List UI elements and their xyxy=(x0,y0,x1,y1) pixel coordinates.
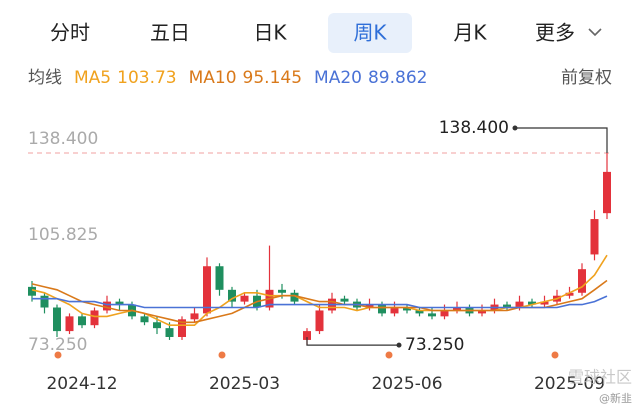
candle-body xyxy=(153,322,161,329)
event-dots xyxy=(54,351,559,359)
candle-body xyxy=(203,266,211,314)
candle-body xyxy=(415,310,424,314)
event-dot[interactable] xyxy=(218,351,226,359)
tab[interactable]: 日K xyxy=(253,21,287,45)
candle-body xyxy=(215,266,224,290)
active-tab-bg xyxy=(328,13,412,53)
max-leader xyxy=(515,127,608,154)
candle-body xyxy=(440,310,449,317)
candle-body xyxy=(190,313,199,320)
min-dot xyxy=(396,342,402,348)
candle-body xyxy=(540,301,549,305)
min-label: 73.250 xyxy=(405,335,464,355)
candle-body xyxy=(315,310,324,332)
candle-body xyxy=(603,171,611,214)
y-tick-label: 73.250 xyxy=(28,335,87,355)
tab[interactable]: 五日 xyxy=(150,21,190,45)
candle-body xyxy=(115,301,124,305)
candle-body xyxy=(53,307,61,332)
candle-body xyxy=(390,307,399,314)
candle-body xyxy=(278,289,286,293)
candle-body xyxy=(528,301,536,305)
legend-name: MA5 xyxy=(74,68,111,88)
candle-body xyxy=(590,219,599,255)
candle-body xyxy=(340,298,349,302)
candle-body xyxy=(478,310,486,314)
event-dot[interactable] xyxy=(54,351,62,359)
ma-line xyxy=(31,279,608,324)
candle-body xyxy=(403,307,411,311)
x-tick-label: 2025-09 xyxy=(534,374,605,394)
candle-body xyxy=(178,319,186,337)
x-tick-label: 2025-06 xyxy=(371,374,442,394)
more-chevron[interactable] xyxy=(588,28,602,37)
tab[interactable]: 分时 xyxy=(50,21,90,45)
candle-body xyxy=(228,289,236,302)
candle-body xyxy=(378,304,386,314)
y-tick-label: 105.825 xyxy=(28,225,98,245)
legend-name: MA20 xyxy=(314,68,362,88)
candle-body xyxy=(515,301,524,308)
ma-legend: 均线 MA5 103.73 MA10 95.145 MA20 89.862 xyxy=(28,68,427,88)
candle-body xyxy=(165,328,174,337)
x-tick-label: 2024-12 xyxy=(46,374,117,394)
candle-body xyxy=(40,295,49,308)
candle-body xyxy=(365,304,374,308)
y-tick-label: 138.400 xyxy=(28,129,98,149)
candle-body xyxy=(503,304,511,308)
min-leader xyxy=(306,337,399,346)
watermark-author: @新韭 xyxy=(599,391,632,405)
legend-title: 均线 xyxy=(28,68,62,88)
candle-body xyxy=(78,316,86,326)
candle-body xyxy=(578,269,586,293)
tab[interactable]: 更多 xyxy=(535,21,575,45)
candle-body xyxy=(453,307,461,311)
ma-line xyxy=(32,295,608,309)
event-dot[interactable] xyxy=(385,351,393,359)
tab[interactable]: 周K xyxy=(353,21,387,45)
legend-value: 103.73 xyxy=(117,68,176,88)
candle-body xyxy=(290,292,299,302)
legend-value: 89.862 xyxy=(368,68,427,88)
adjustment-label[interactable]: 前复权 xyxy=(561,68,612,88)
candle-body xyxy=(428,313,436,317)
max-dot xyxy=(512,125,518,131)
candle-body xyxy=(140,316,149,323)
candle-body xyxy=(103,301,111,311)
watermark: 雪球社区 xyxy=(568,368,632,387)
candle-body xyxy=(65,316,74,332)
max-label: 138.400 xyxy=(439,118,509,138)
x-tick-label: 2025-03 xyxy=(209,374,280,394)
legend-value: 95.145 xyxy=(243,68,302,88)
candle-body xyxy=(565,292,574,296)
tab-bar: 分时 五日 日K 周K 月K 更多 xyxy=(50,13,575,53)
candle-body xyxy=(240,295,249,302)
legend-name: MA10 xyxy=(189,68,237,88)
tab[interactable]: 月K xyxy=(453,21,487,45)
event-dot[interactable] xyxy=(551,351,559,359)
candle-body xyxy=(28,286,36,296)
plot-area: 138.400 105.825 73.250 2024-12 2025-03 2025-0… xyxy=(28,118,612,394)
candle-body xyxy=(90,310,99,326)
candle-body xyxy=(303,331,311,340)
